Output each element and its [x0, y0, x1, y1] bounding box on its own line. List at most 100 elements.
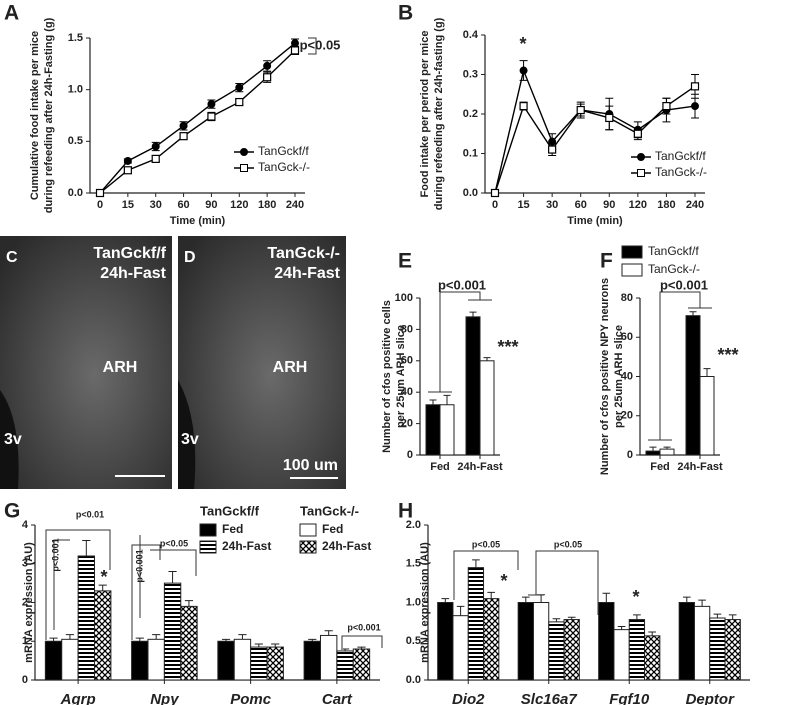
y-tick-label: 0.5: [406, 635, 421, 647]
marker: [95, 188, 105, 198]
error-bar: [98, 584, 107, 591]
y-tick-label: 80: [401, 323, 413, 335]
ventricle: [0, 390, 19, 489]
x-tick-label: Deptor: [686, 691, 735, 705]
legend-marker: [637, 169, 645, 177]
x-tick-label: Slc16a7: [521, 691, 578, 705]
error-bar: [443, 394, 451, 405]
error-bar: [648, 631, 657, 636]
annotation: *: [500, 571, 507, 591]
legend-swatch: [299, 523, 317, 537]
bar: [659, 448, 675, 456]
bar: [44, 640, 63, 681]
bar: [336, 650, 354, 681]
panel-label: B: [398, 2, 413, 25]
marker: [235, 83, 244, 92]
annotation: p<0.05: [300, 37, 341, 52]
bar: [163, 582, 182, 681]
marker: [519, 66, 528, 75]
y-tick-label: 2.0: [406, 519, 421, 531]
marker: [179, 132, 188, 141]
error-bar: [537, 594, 545, 603]
error-bar: [682, 596, 691, 603]
x-tick-label: 180: [258, 199, 276, 211]
ventricle-label: 3v: [4, 431, 22, 448]
significance-bracket: [453, 550, 519, 600]
x-tick-label: 60: [575, 199, 587, 211]
bar: [303, 640, 321, 681]
legend-label: 24h-Fast: [322, 539, 371, 553]
error-bar: [483, 357, 491, 361]
annotation: p<0.001: [50, 538, 60, 571]
bar: [678, 602, 695, 681]
marker: [123, 156, 132, 165]
y-tick-label: 100: [395, 292, 413, 304]
y-tick-label: 0.0: [463, 187, 478, 199]
marker: [691, 102, 699, 111]
series-line: [99, 49, 296, 194]
annotation: *: [632, 587, 639, 607]
error-bar: [487, 591, 496, 599]
marker: [179, 121, 188, 130]
bar: [613, 629, 630, 681]
bar: [319, 634, 338, 681]
y-tick-label: 0.1: [463, 147, 478, 159]
annotation: p<0.05: [472, 539, 500, 549]
error-bar: [521, 596, 530, 603]
series-line: [494, 85, 696, 194]
panel-label: G: [4, 500, 20, 523]
x-axis-label: Time (min): [567, 215, 623, 227]
x-tick-label: 0: [97, 199, 103, 211]
error-bar: [713, 613, 722, 618]
error-bar: [184, 600, 194, 607]
y-axis-label: during refeeding after 24h-fasting (g): [433, 17, 445, 210]
y-tick-label: 1.0: [68, 84, 83, 96]
legend-label: Fed: [322, 522, 343, 536]
error-bar: [689, 311, 697, 316]
y-tick-label: 4: [22, 519, 29, 531]
legend-swatch: [621, 245, 643, 259]
y-tick-label: 60: [401, 355, 413, 367]
error-bar: [429, 399, 437, 405]
scale-bar-label: 100 um: [283, 457, 338, 474]
annotation: ***: [497, 337, 518, 357]
annotation: p<0.01: [76, 509, 104, 519]
annotation: ***: [717, 345, 738, 365]
panel-label: C: [6, 249, 18, 266]
x-tick-label: 240: [686, 199, 704, 211]
y-tick-label: 0.0: [68, 187, 83, 199]
error-bar: [602, 592, 611, 603]
series-line: [99, 42, 296, 194]
marker: [151, 154, 160, 163]
y-axis-label: during refeeding after 24h-Fasting (g): [43, 17, 55, 213]
image-title: 24h-Fast: [274, 265, 340, 282]
marker: [633, 129, 642, 138]
legend-swatch: [199, 540, 217, 554]
legend-label: TanGckf/f: [648, 244, 699, 258]
bar: [483, 598, 500, 681]
error-bar: [472, 559, 480, 568]
marker: [576, 105, 585, 115]
bar: [147, 638, 165, 681]
panel-label: E: [398, 250, 412, 273]
error-bar: [82, 540, 91, 556]
y-tick-label: 1: [22, 635, 28, 647]
image-title: 24h-Fast: [100, 265, 166, 282]
y-tick-label: 0.0: [406, 674, 421, 686]
marker: [690, 82, 700, 91]
legend-title: TanGckf/f: [200, 503, 260, 518]
bar: [437, 602, 454, 681]
annotation: *: [519, 34, 526, 54]
image-title: TanGckf/f: [93, 245, 166, 262]
marker: [151, 142, 160, 151]
y-axis-label: Cumulative food intake per mice: [29, 31, 41, 200]
x-tick-label: 15: [122, 199, 134, 211]
marker: [123, 166, 132, 175]
bar: [598, 602, 615, 681]
error-bar: [633, 614, 641, 620]
legend-marker: [240, 164, 248, 172]
bar: [217, 640, 235, 681]
legend-label: TanGck-/-: [648, 262, 700, 276]
legend-label: Fed: [222, 522, 243, 536]
